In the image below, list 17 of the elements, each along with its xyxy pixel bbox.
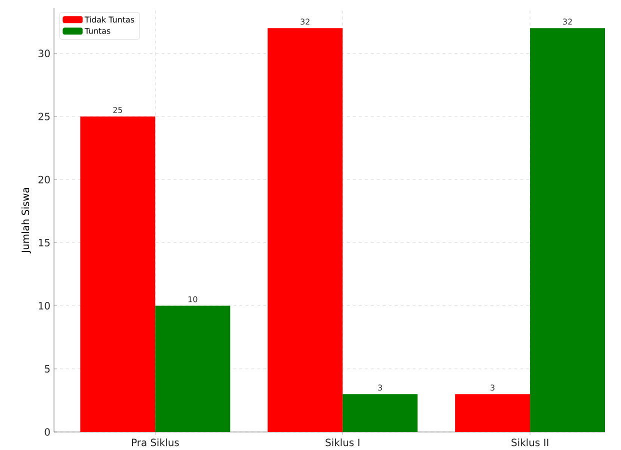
- y-tick-label: 20: [38, 176, 50, 184]
- bar: [455, 394, 530, 432]
- y-tick-label: 30: [38, 50, 50, 58]
- y-tick-label: 0: [44, 428, 50, 436]
- y-axis-title: Jumlah Siswa: [21, 188, 31, 254]
- y-tick-label: 10: [38, 302, 50, 310]
- y-tick-label: 25: [38, 112, 50, 120]
- bar: [268, 28, 343, 432]
- x-tick-label: Pra Siklus: [132, 438, 179, 446]
- y-tick-label: 5: [44, 365, 50, 373]
- y-tick-label: 15: [38, 238, 50, 246]
- bar: [155, 306, 230, 432]
- x-tick-label: Siklus I: [326, 438, 360, 446]
- x-tick-label: Siklus II: [512, 438, 548, 446]
- bar: [342, 394, 418, 432]
- bar: [80, 116, 156, 432]
- bar: [530, 28, 606, 432]
